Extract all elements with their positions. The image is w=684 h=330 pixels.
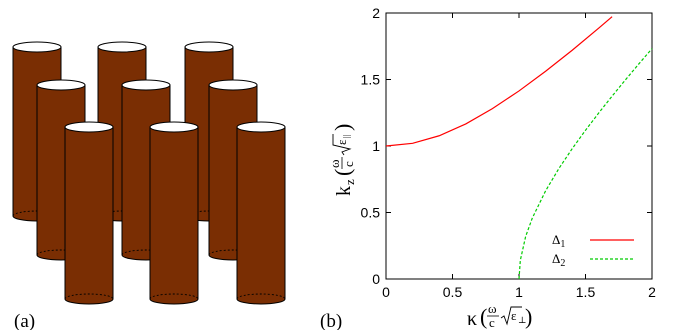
x-axis-label: κ ( ω c ε ⊥ ) <box>467 301 532 330</box>
x-tick-label: 2 <box>648 284 656 300</box>
cylinder <box>64 121 114 305</box>
x-tick-label: 0 <box>382 284 390 300</box>
y-label-z: z <box>342 179 357 185</box>
y-label-eps: ε <box>334 139 349 145</box>
y-axis-label: k z ( ω c ε || ) <box>327 124 357 196</box>
legend-delta1-label: Δ1 <box>552 232 565 250</box>
x-label-omega: ω <box>488 301 497 316</box>
y-label-rparen: ) <box>330 124 355 131</box>
series-line-delta1 <box>385 16 613 147</box>
x-tick-label: 1 <box>515 284 523 300</box>
x-tick-label: 1.5 <box>576 284 596 300</box>
legend-delta2-label: Δ2 <box>552 251 565 269</box>
panel-a-label: (a) <box>14 311 35 330</box>
y-tick-label: 1 <box>372 138 380 154</box>
x-label-eps: ε <box>511 308 517 323</box>
x-label-eps-sub: ⊥ <box>518 315 526 325</box>
x-label-c: c <box>489 315 495 330</box>
x-tick-label: 0.5 <box>443 284 463 300</box>
panel-b-label: (b) <box>320 311 342 330</box>
series-layer <box>385 16 653 280</box>
y-label-c: c <box>341 161 356 167</box>
y-label-omega: ω <box>327 159 342 168</box>
plot-frame <box>385 12 653 280</box>
y-tick-label: 2 <box>372 5 380 21</box>
cylinder-array <box>12 41 286 305</box>
y-tick-label: 0 <box>372 271 380 287</box>
series-line-delta2 <box>518 48 653 280</box>
cylinder <box>149 121 199 305</box>
x-label-lparen: ( <box>480 304 487 329</box>
dispersion-chart: 0 0.5 1 1.5 2 0 0.5 1 1.5 2 Δ1 Δ2 κ ( ω c ε ⊥ ) k… <box>327 5 656 330</box>
cylinder <box>236 121 286 305</box>
y-label-lparen: ( <box>330 169 355 176</box>
y-label-sqrt <box>332 134 352 156</box>
x-label-kappa: κ <box>467 308 477 330</box>
axis-ticks: 0 0.5 1 1.5 2 0 0.5 1 1.5 2 <box>361 5 657 300</box>
x-label-sqrt <box>500 306 522 326</box>
y-label-eps-sub: || <box>342 135 351 138</box>
y-label-k: k <box>333 186 355 196</box>
legend: Δ1 Δ2 <box>552 232 634 269</box>
x-label-rparen: ) <box>525 304 532 329</box>
y-tick-label: 1.5 <box>361 72 381 88</box>
y-tick-label: 0.5 <box>361 205 381 221</box>
